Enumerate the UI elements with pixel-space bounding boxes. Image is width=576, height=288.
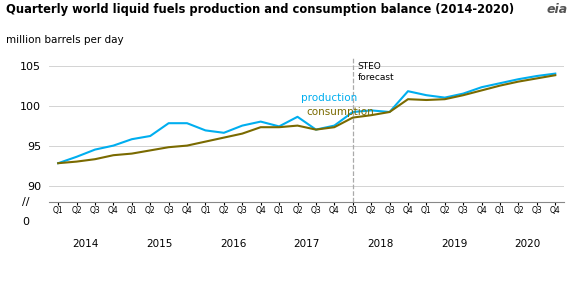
Text: 2019: 2019 <box>441 239 467 249</box>
Text: 2018: 2018 <box>367 239 393 249</box>
Text: Quarterly world liquid fuels production and consumption balance (2014-2020): Quarterly world liquid fuels production … <box>6 3 514 16</box>
Text: 0: 0 <box>22 217 29 228</box>
Text: eia: eia <box>546 3 567 16</box>
Text: consumption: consumption <box>306 107 374 117</box>
Text: 2016: 2016 <box>220 239 247 249</box>
Text: 2020: 2020 <box>514 239 541 249</box>
Text: //: // <box>22 197 30 207</box>
Text: million barrels per day: million barrels per day <box>6 35 123 45</box>
Text: STEO
forecast: STEO forecast <box>357 62 394 82</box>
Text: 2015: 2015 <box>146 239 173 249</box>
Text: 2017: 2017 <box>294 239 320 249</box>
Text: 2014: 2014 <box>73 239 99 249</box>
Text: production: production <box>301 93 358 103</box>
